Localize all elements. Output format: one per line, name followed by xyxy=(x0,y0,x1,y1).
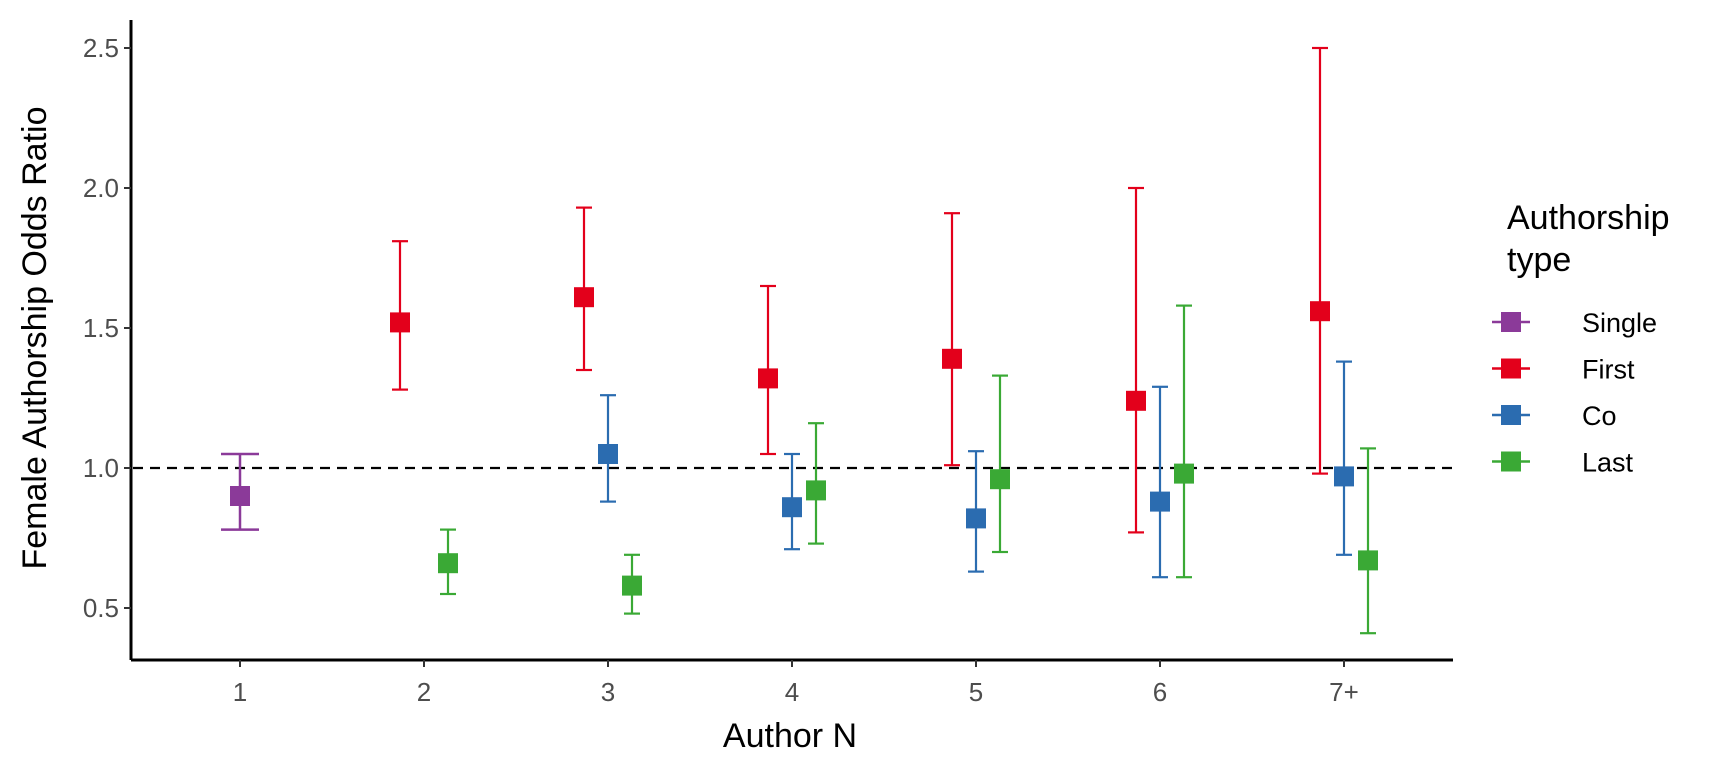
y-tick-label: 1.0 xyxy=(83,453,119,483)
legend-item-last: Last xyxy=(1492,448,1634,478)
data-point xyxy=(574,287,594,308)
data-point xyxy=(230,486,250,506)
legend-item-co: Co xyxy=(1492,401,1617,431)
data-point xyxy=(782,497,802,518)
x-tick-label: 1 xyxy=(233,677,247,707)
legend-key-marker xyxy=(1501,312,1521,332)
series-single xyxy=(221,452,259,531)
data-point xyxy=(758,368,778,389)
data-point xyxy=(1310,301,1330,322)
x-tick-label: 6 xyxy=(1153,677,1167,707)
data-point xyxy=(1174,463,1194,484)
x-axis-title: Author N xyxy=(723,717,857,755)
axes: 0.5 1.0 1.5 2.0 2.5 1 2 3 4 5 6 7+ xyxy=(83,20,1453,707)
legend-key-marker xyxy=(1501,405,1521,425)
data-point xyxy=(806,480,826,501)
plot-area xyxy=(133,46,1453,635)
series-last xyxy=(438,304,1378,635)
legend-title: Authorship xyxy=(1507,199,1670,237)
y-tick-label: 2.5 xyxy=(83,33,119,63)
legend-label: Co xyxy=(1582,401,1617,431)
series-co xyxy=(598,360,1354,579)
legend-key-marker xyxy=(1501,358,1521,379)
legend-item-single: Single xyxy=(1492,308,1657,338)
data-point xyxy=(1126,390,1146,411)
series-first xyxy=(390,46,1330,534)
y-axis-title: Female Authorship Odds Ratio xyxy=(16,106,54,569)
x-tick-label: 4 xyxy=(785,677,799,707)
data-point xyxy=(1150,491,1170,512)
y-tick-label: 2.0 xyxy=(83,173,119,203)
legend-title: type xyxy=(1507,241,1571,279)
legend-key-marker xyxy=(1501,451,1521,472)
legend-label: Single xyxy=(1582,308,1657,338)
data-point xyxy=(390,312,410,333)
x-tick-label: 5 xyxy=(969,677,983,707)
x-tick-label: 7+ xyxy=(1329,677,1359,707)
y-tick-label: 0.5 xyxy=(83,593,119,623)
legend: Authorship type Single First Co Last xyxy=(1492,199,1670,478)
x-tick-label: 2 xyxy=(417,677,431,707)
data-point xyxy=(438,553,458,574)
data-point xyxy=(1334,466,1354,487)
legend-item-first: First xyxy=(1492,355,1635,385)
legend-label: First xyxy=(1582,355,1635,385)
data-point xyxy=(990,469,1010,490)
y-tick-label: 1.5 xyxy=(83,313,119,343)
x-tick-label: 3 xyxy=(601,677,615,707)
legend-label: Last xyxy=(1582,448,1634,478)
data-point xyxy=(622,575,642,596)
data-point xyxy=(966,508,986,529)
data-point xyxy=(1358,550,1378,571)
data-point xyxy=(942,348,962,369)
data-point xyxy=(598,444,618,464)
